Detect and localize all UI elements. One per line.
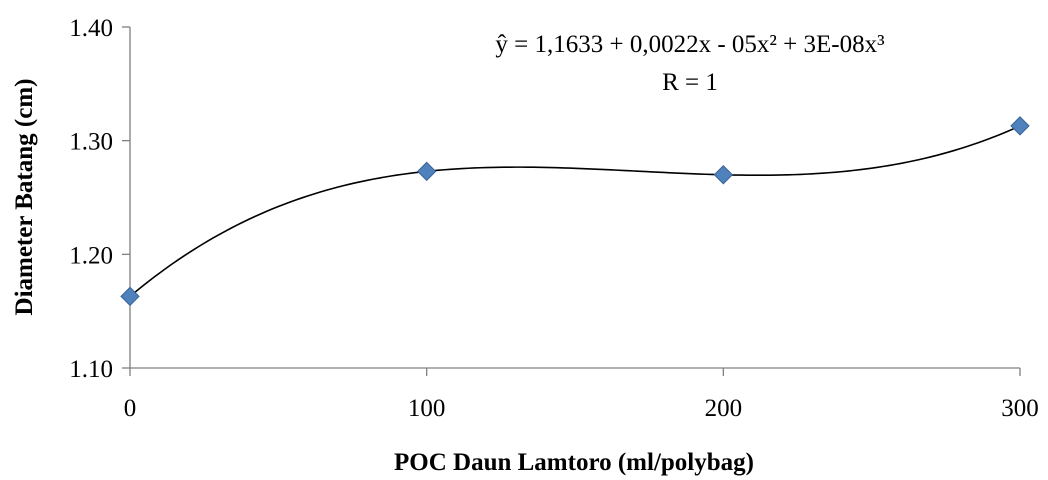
y-tick-label: 1.40 (69, 15, 113, 42)
trendline-r-label: R = 1 (662, 69, 718, 96)
y-tick-label: 1.30 (69, 129, 113, 156)
x-tick-label: 100 (408, 395, 446, 422)
x-tick-label: 0 (124, 395, 137, 422)
axes (122, 26, 1021, 376)
tick-labels: 1.10 1.20 1.30 1.40 0 100 200 300 (69, 15, 1039, 422)
y-tick-label: 1.20 (69, 242, 113, 269)
data-point (120, 286, 140, 307)
x-tick-label: 200 (705, 395, 743, 422)
data-point (416, 161, 437, 182)
data-point (713, 165, 734, 185)
data-points (120, 116, 1030, 307)
x-tick-label: 300 (1001, 395, 1039, 422)
trendline (129, 125, 1021, 298)
trendline-curve (129, 125, 1021, 298)
y-tick-label: 1.10 (69, 356, 113, 383)
y-axis-title: Diameter Batang (cm) (11, 79, 38, 316)
data-point (1010, 116, 1030, 136)
trendline-equation: ŷ = 1,1633 + 0,0022x - 05x² + 3E-08x³ (495, 31, 885, 58)
x-axis-title: POC Daun Lamtoro (ml/polybag) (394, 449, 754, 476)
